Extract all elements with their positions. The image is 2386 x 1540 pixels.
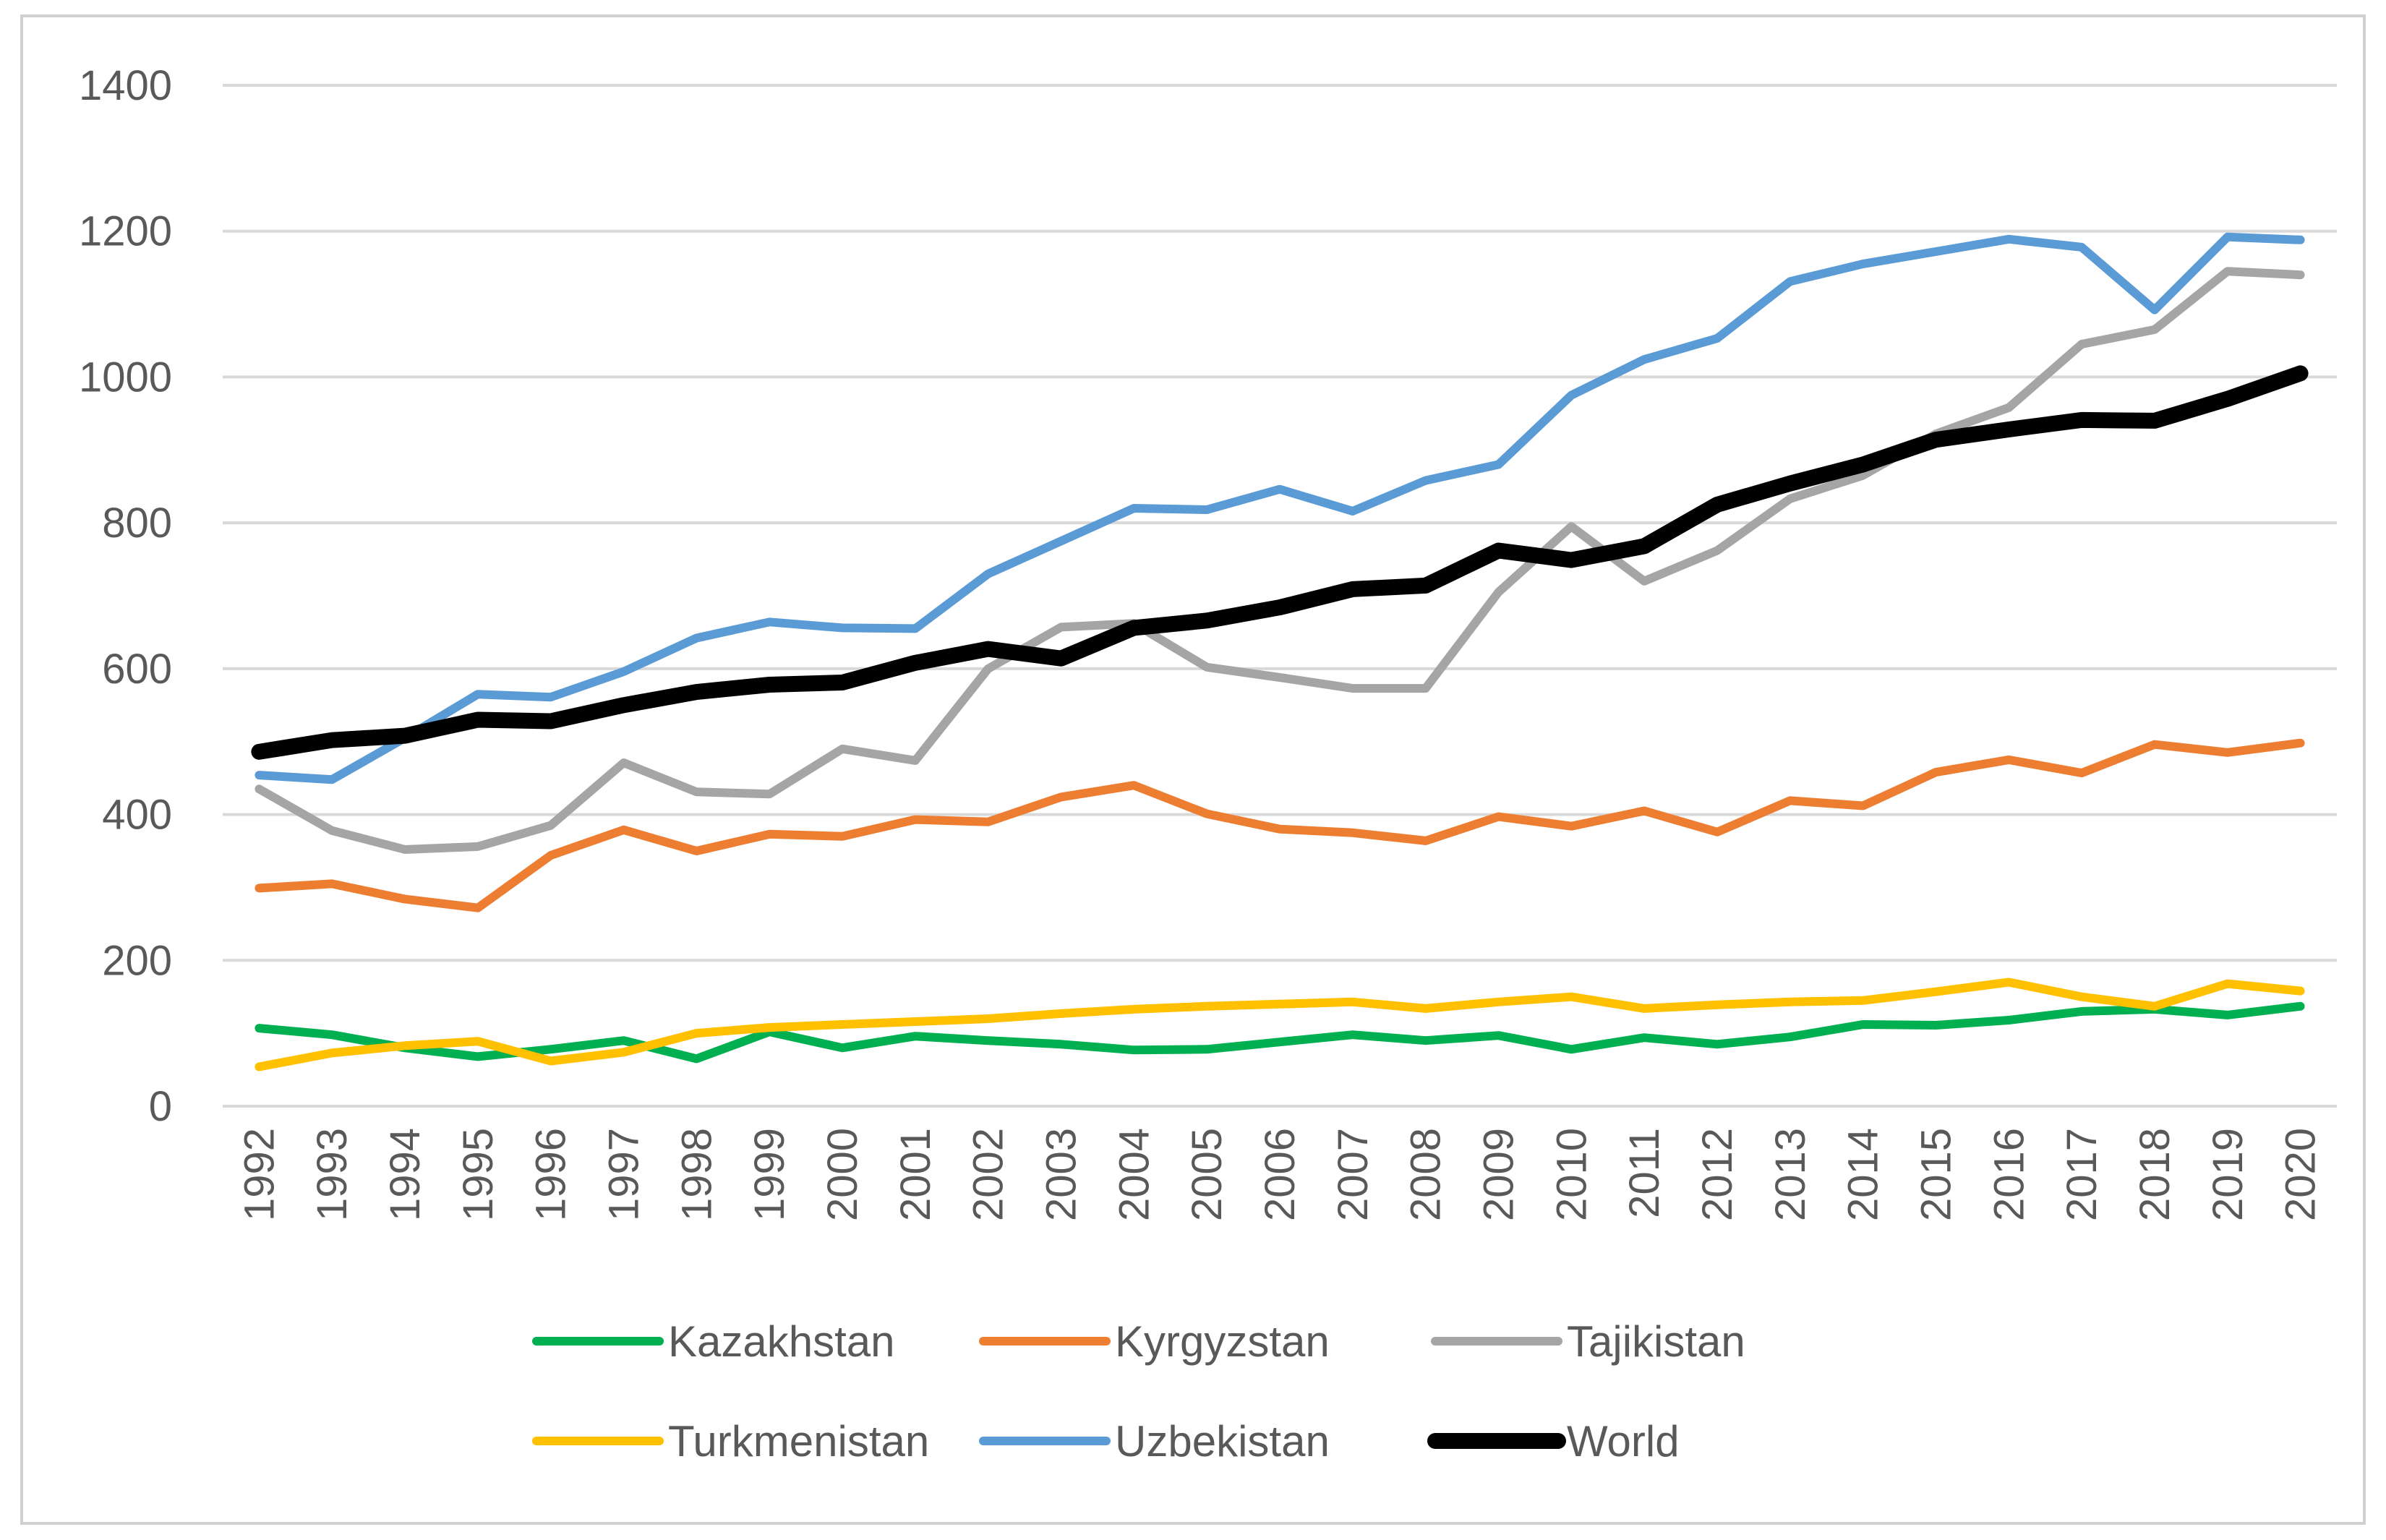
x-tick-label-2019: 2019 [2205,1128,2252,1221]
legend-label-tajikistan: Tajikistan [1567,1317,1745,1366]
x-tick-label-2012: 2012 [1694,1128,1741,1221]
x-tick-label-2002: 2002 [965,1128,1012,1221]
x-tick-label-2010: 2010 [1548,1128,1595,1221]
x-tick-label-2009: 2009 [1475,1128,1522,1221]
x-tick-label-2013: 2013 [1767,1128,1814,1221]
x-tick-label-1993: 1993 [309,1128,356,1221]
legend-label-world: World [1567,1417,1680,1466]
legend-label-uzbekistan: Uzbekistan [1115,1417,1330,1466]
x-tick-label-2011: 2011 [1621,1128,1668,1218]
legend-label-turkmenistan: Turkmenistan [668,1417,929,1466]
x-tick-label-2020: 2020 [2278,1128,2325,1221]
gridlines [223,84,2337,1108]
x-tick-label-1994: 1994 [382,1128,429,1221]
y-axis-tick-labels: 0 200 400 600 800 1000 1200 1400 [79,62,172,1130]
x-tick-label-2001: 2001 [892,1128,939,1221]
x-tick-label-2000: 2000 [819,1128,866,1221]
series-line-uzbekistan [255,232,2305,784]
y-tick-label-0: 0 [149,1083,172,1130]
y-tick-label-600: 600 [102,646,172,693]
y-tick-label-400: 400 [102,792,172,839]
x-tick-label-1998: 1998 [673,1128,720,1221]
y-tick-label-1200: 1200 [79,208,172,255]
y-tick-label-200: 200 [102,937,172,984]
legend-label-kyrgyzstan: Kyrgyzstan [1115,1317,1330,1366]
x-tick-label-2014: 2014 [1840,1128,1887,1221]
legend-label-kazakhstan: Kazakhstan [668,1317,895,1366]
x-tick-label-1995: 1995 [455,1128,502,1221]
y-tick-label-800: 800 [102,500,172,547]
series-line-world [251,365,2309,760]
series-line-kazakhstan [255,1001,2305,1064]
x-tick-label-2008: 2008 [1403,1128,1450,1221]
x-tick-label-1997: 1997 [601,1128,648,1221]
x-tick-label-2018: 2018 [2131,1128,2178,1221]
series-line-kyrgyzstan [255,738,2305,912]
legend: Kazakhstan Kyrgyzstan Tajikistan Turkmenist… [532,1317,1745,1466]
x-tick-label-1999: 1999 [746,1128,793,1221]
x-tick-label-2017: 2017 [2058,1128,2105,1221]
x-axis-tick-labels: 1992 1993 1994 1995 1996 1997 1998 1999 2000 2001… [236,1128,2324,1221]
series-line-tajikistan [255,267,2305,854]
x-tick-label-2004: 2004 [1111,1128,1158,1221]
series-lines [251,232,2309,1071]
x-tick-label-2015: 2015 [1912,1128,1959,1221]
y-tick-label-1400: 1400 [79,62,172,109]
x-tick-label-2016: 2016 [1985,1128,2032,1221]
y-tick-label-1000: 1000 [79,354,172,401]
x-tick-label-2005: 2005 [1184,1128,1231,1221]
x-tick-label-2006: 2006 [1257,1128,1304,1221]
x-tick-label-1992: 1992 [236,1128,283,1221]
series-line-turkmenistan [255,978,2305,1071]
x-tick-label-1996: 1996 [528,1128,575,1221]
x-tick-label-2003: 2003 [1038,1128,1085,1221]
x-tick-label-2007: 2007 [1330,1128,1377,1221]
